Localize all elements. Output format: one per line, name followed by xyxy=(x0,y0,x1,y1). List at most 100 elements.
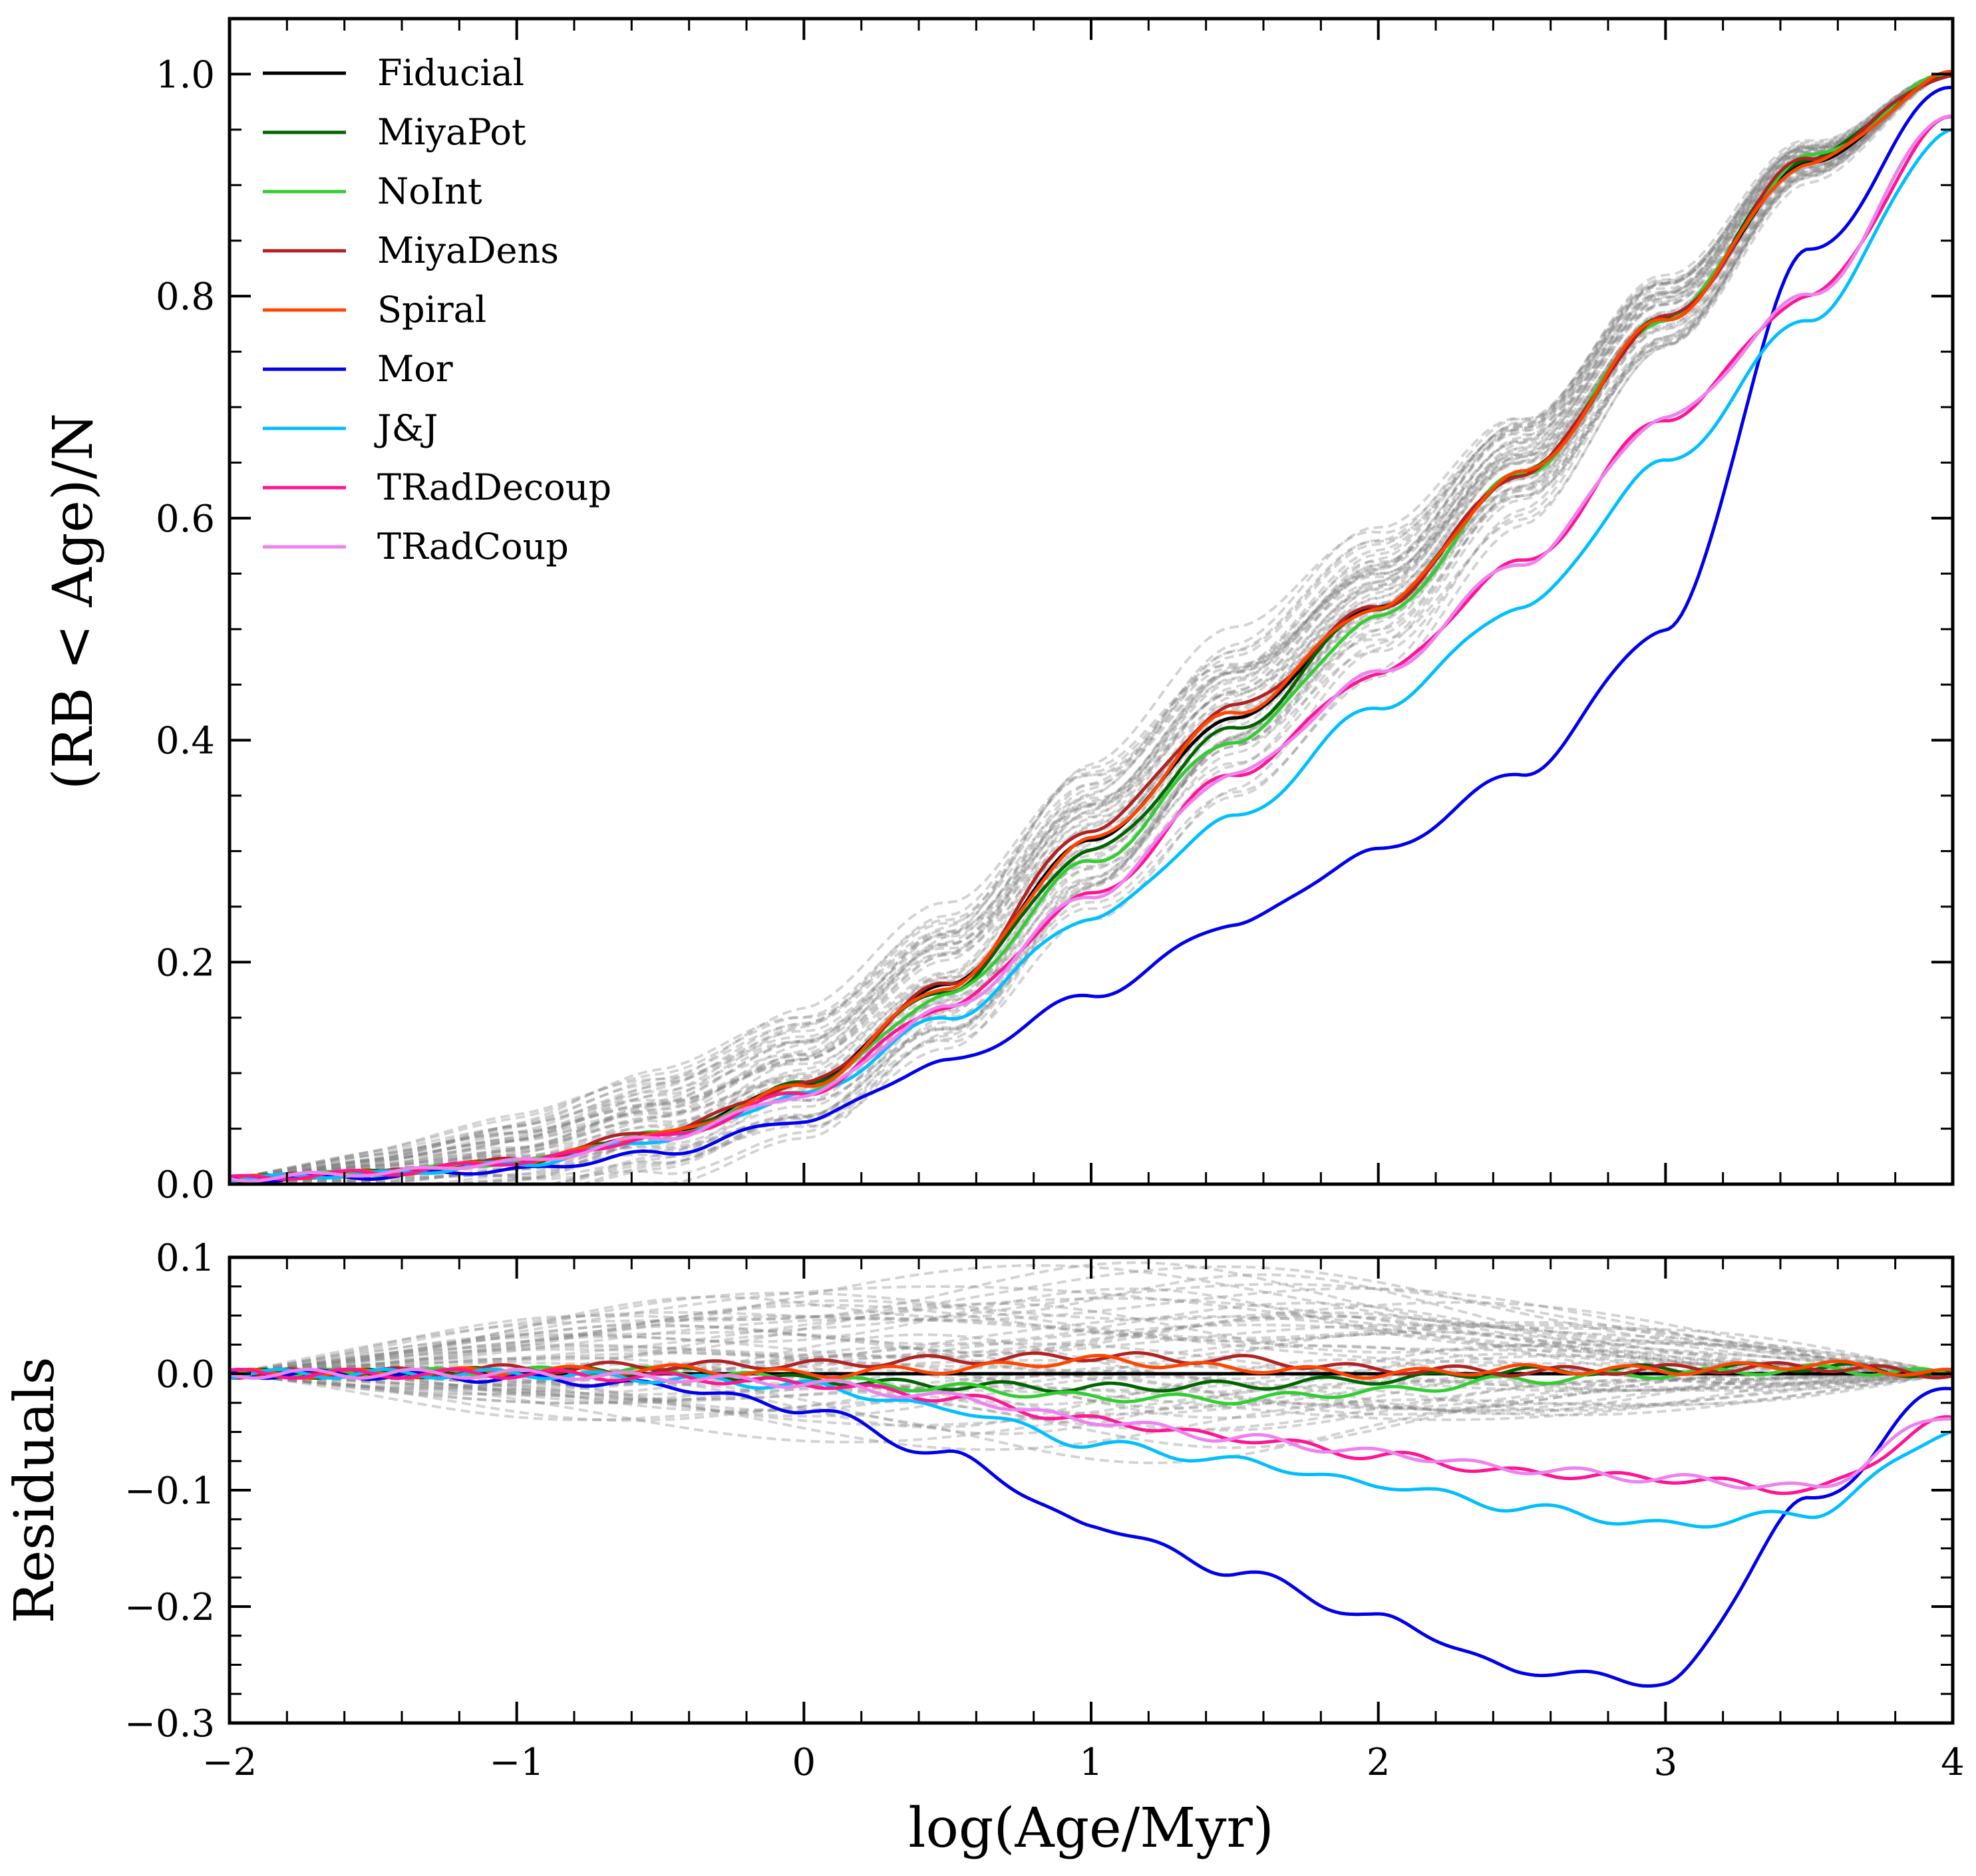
background-curve xyxy=(230,1342,1953,1386)
background-curve xyxy=(230,1297,1953,1375)
legend-label-j-j: J&J xyxy=(374,407,438,449)
legend-label-mor: Mor xyxy=(377,348,453,390)
background-curve xyxy=(230,1371,1953,1420)
background-curve xyxy=(230,1372,1953,1444)
y-tick-label: −0.3 xyxy=(124,1702,215,1746)
background-curve xyxy=(230,73,1953,1180)
legend-label-traddecoup: TRadDecoup xyxy=(377,466,611,508)
x-tick-label: −2 xyxy=(202,1741,257,1784)
background-curve xyxy=(230,73,1953,1180)
background-curve xyxy=(230,1352,1953,1392)
background-curve xyxy=(230,73,1953,1184)
y-tick-label: 1.0 xyxy=(156,53,215,96)
xlabel: log(Age/Myr) xyxy=(908,1797,1273,1860)
background-curve xyxy=(230,73,1953,1184)
background-curve xyxy=(230,1283,1953,1375)
background-curve xyxy=(230,1372,1953,1418)
background-curve xyxy=(230,1287,1953,1375)
top-series-tradcoup xyxy=(230,114,1953,1183)
background-curve xyxy=(230,1372,1953,1464)
background-curve xyxy=(230,1273,1953,1375)
background-curve xyxy=(230,73,1953,1180)
background-curve xyxy=(230,1372,1953,1427)
y-tick-label: 0.6 xyxy=(156,498,215,541)
background-curve xyxy=(230,73,1953,1181)
background-curve xyxy=(230,1362,1953,1410)
background-curve xyxy=(230,1372,1953,1450)
background-curve xyxy=(230,73,1953,1180)
legend-label-spiral: Spiral xyxy=(377,289,486,331)
background-curve xyxy=(230,73,1953,1180)
x-tick-label: 1 xyxy=(1079,1741,1103,1784)
y-tick-label: 0.2 xyxy=(156,941,215,985)
background-curve xyxy=(230,73,1953,1180)
legend-label-miyapot: MiyaPot xyxy=(377,111,526,153)
background-curve xyxy=(230,1285,1953,1375)
background-curve xyxy=(230,73,1953,1180)
bottom-panel: −2 −1 0 1 2 3 4 −0.3 −0.2 −0.1 0.0 0.1 Residuals lo… xyxy=(3,1237,1965,1860)
background-curve xyxy=(230,1346,1953,1394)
background-curve xyxy=(230,73,1953,1184)
bottom-series-j-j xyxy=(230,1367,1953,1529)
x-tick-label: −1 xyxy=(489,1741,544,1784)
background-curve xyxy=(230,73,1953,1184)
bottom-ticks: −2 −1 0 1 2 3 4 −0.3 −0.2 −0.1 0.0 0.1 xyxy=(124,1237,1965,1784)
background-curve xyxy=(230,73,1953,1181)
legend-label-fiducial: Fiducial xyxy=(377,52,524,94)
background-curve xyxy=(230,1315,1953,1375)
background-curve xyxy=(230,1358,1953,1392)
background-curve xyxy=(230,1287,1953,1375)
bottom-series-tradcoup xyxy=(230,1367,1953,1490)
y-tick-label: 0.8 xyxy=(156,275,215,319)
background-curve xyxy=(230,73,1953,1180)
top-panel: 0.0 0.2 0.4 0.6 0.8 1.0 (RB < Age)/N Fiducial… xyxy=(42,17,1955,1207)
bottom-series-lines xyxy=(230,1351,1953,1688)
background-curve xyxy=(230,73,1953,1184)
background-curve xyxy=(230,73,1953,1184)
background-curve xyxy=(230,73,1953,1181)
background-curve xyxy=(230,73,1953,1180)
x-tick-label: 0 xyxy=(792,1741,816,1784)
y-tick-label: −0.1 xyxy=(124,1470,215,1513)
background-curve xyxy=(230,1364,1953,1401)
top-ticks: 0.0 0.2 0.4 0.6 0.8 1.0 xyxy=(156,17,1954,1207)
background-curve xyxy=(230,73,1953,1180)
background-curve xyxy=(230,73,1953,1180)
x-tick-label: 4 xyxy=(1941,1741,1965,1784)
bottom-series-miyadens xyxy=(230,1351,1953,1380)
bottom-ylabel: Residuals xyxy=(3,1356,67,1623)
background-curve xyxy=(230,1303,1953,1375)
background-curve xyxy=(230,1301,1953,1375)
background-curve xyxy=(230,73,1953,1180)
y-tick-label: 0.0 xyxy=(156,1164,215,1207)
background-curve xyxy=(230,73,1953,1180)
background-curve xyxy=(230,1358,1953,1406)
background-curve xyxy=(230,1372,1953,1429)
background-curve xyxy=(230,73,1953,1183)
background-curve xyxy=(230,1330,1953,1375)
legend: Fiducial MiyaPot NoInt MiyaDens Spiral Mor J&J… xyxy=(263,52,611,567)
legend-label-miyadens: MiyaDens xyxy=(377,230,559,271)
background-curve xyxy=(230,1311,1953,1375)
background-curve xyxy=(230,73,1953,1181)
background-curve xyxy=(230,1372,1953,1422)
background-curve xyxy=(230,1315,1953,1375)
background-curve xyxy=(230,73,1953,1184)
background-curve xyxy=(230,73,1953,1180)
background-curve xyxy=(230,73,1953,1180)
y-tick-label: −0.2 xyxy=(124,1586,215,1629)
background-curve xyxy=(230,1323,1953,1375)
x-tick-label: 3 xyxy=(1654,1741,1678,1784)
background-curve xyxy=(230,73,1953,1180)
background-curve xyxy=(230,1315,1953,1375)
background-curve xyxy=(230,73,1953,1180)
legend-label-tradcoup: TRadCoup xyxy=(377,526,569,567)
bottom-series-traddecoup xyxy=(230,1367,1953,1495)
background-curve xyxy=(230,73,1953,1180)
background-curve xyxy=(230,1372,1953,1416)
background-curve xyxy=(230,1372,1953,1412)
x-tick-label: 2 xyxy=(1367,1741,1391,1784)
bottom-series-mor xyxy=(230,1368,1953,1688)
background-curve xyxy=(230,73,1953,1180)
